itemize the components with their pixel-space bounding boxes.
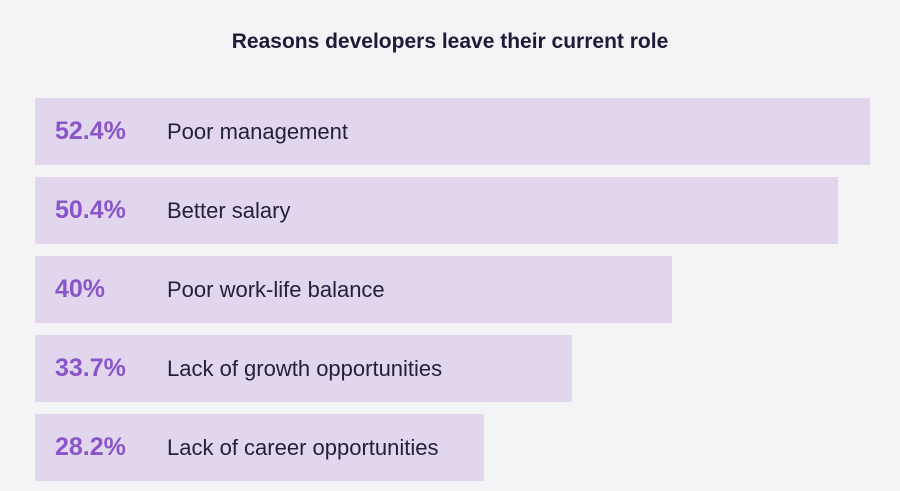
value-label: 28.2% xyxy=(55,433,126,461)
value-label: 50.4% xyxy=(55,196,126,224)
category-label: Poor management xyxy=(167,119,348,144)
category-label: Lack of career opportunities xyxy=(167,435,439,460)
value-label: 33.7% xyxy=(55,354,126,382)
bar xyxy=(35,414,485,481)
bar xyxy=(35,256,673,323)
value-label: 52.4% xyxy=(55,117,126,145)
value-label: 40% xyxy=(55,275,106,303)
category-label: Better salary xyxy=(167,198,291,223)
bar xyxy=(35,98,870,165)
bar xyxy=(35,335,572,402)
category-label: Poor work-life balance xyxy=(167,277,385,302)
chart-title: Reasons developers leave their current r… xyxy=(231,30,669,53)
category-label: Lack of growth opportunities xyxy=(167,356,443,381)
bar xyxy=(35,177,839,244)
